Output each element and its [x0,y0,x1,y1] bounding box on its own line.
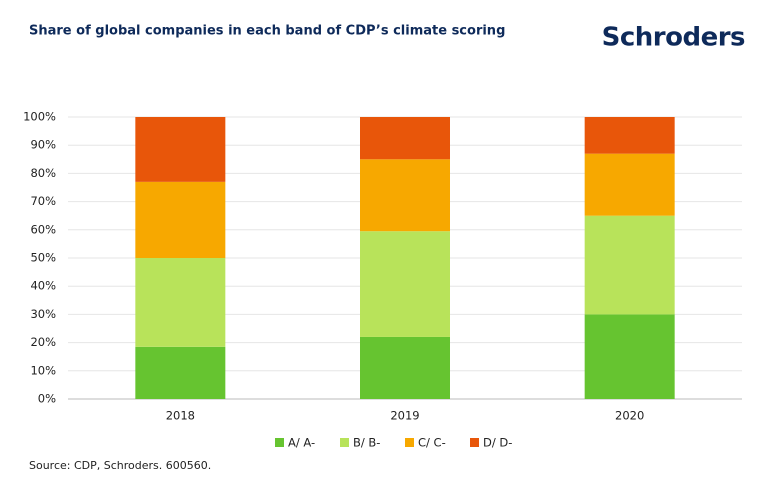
chart-title: Share of global companies in each band o… [29,24,505,39]
y-tick-label: 60% [30,222,56,236]
legend-marker [340,438,349,447]
bar-segment [135,258,226,347]
bar-segment [135,181,226,258]
bar-segment [360,117,450,160]
y-tick-label: 100% [23,110,56,124]
legend-marker [275,438,284,447]
legend-marker [470,438,479,447]
bar-segment [584,117,675,154]
y-tick-label: 0% [38,392,56,406]
brand-logo: Schroders [602,23,745,53]
legend-label: D/ D- [483,436,512,450]
bar-segment [360,159,450,232]
bar-segment [135,346,226,399]
legend-label: B/ B- [353,436,380,450]
bar-segment [584,215,675,315]
y-tick-label: 90% [30,138,56,152]
x-tick-label: 2018 [166,409,195,423]
legend-label: C/ C- [418,436,446,450]
y-tick-label: 10% [30,363,56,377]
bar-segment [584,153,675,216]
y-tick-label: 40% [30,279,56,293]
legend-marker [405,438,414,447]
bar-segment [584,314,675,399]
bar-segment [135,117,226,182]
legend-label: A/ A- [288,436,315,450]
source-note: Source: CDP, Schroders. 600560. [29,459,211,472]
y-tick-label: 30% [30,307,56,321]
y-tick-label: 70% [30,194,56,208]
y-tick-label: 80% [30,166,56,180]
y-tick-label: 20% [30,335,56,349]
y-tick-label: 50% [30,251,56,265]
x-tick-label: 2020 [615,409,644,423]
bar-segment [360,336,450,399]
x-tick-label: 2019 [390,409,419,423]
bar-segment [360,231,450,337]
